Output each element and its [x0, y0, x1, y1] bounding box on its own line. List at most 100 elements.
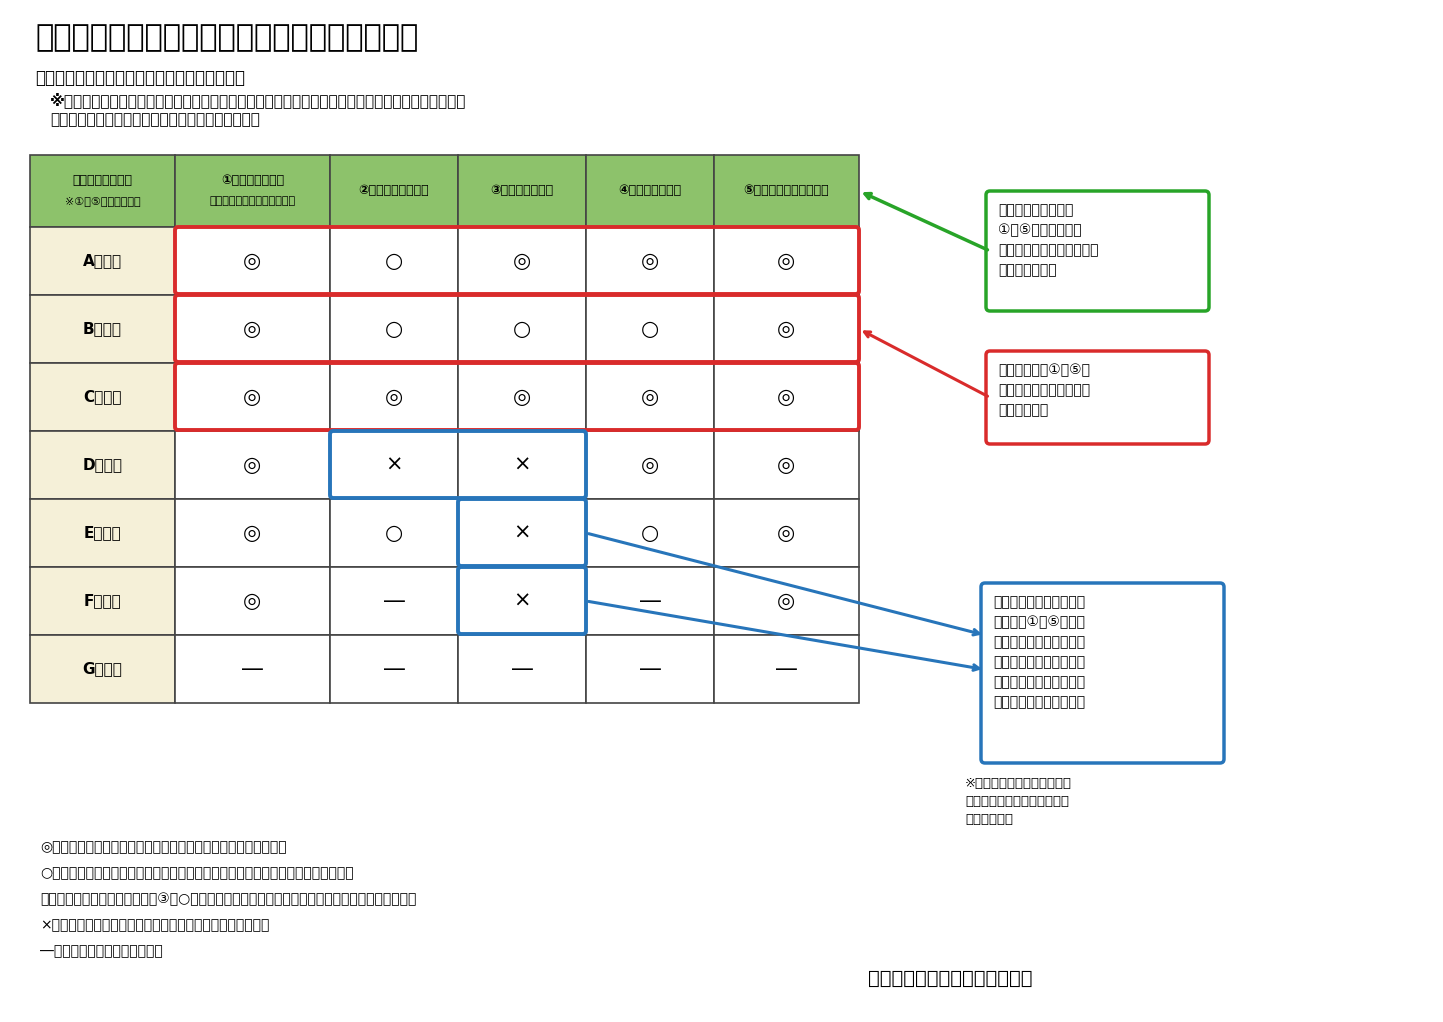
Bar: [714, 155, 859, 227]
Bar: [30, 295, 175, 363]
Bar: [457, 431, 586, 499]
Bar: [586, 499, 714, 567]
Text: A診療所: A診療所: [82, 253, 123, 269]
Text: ―：当該機能を担う意向がない: ―：当該機能を担う意向がない: [40, 944, 163, 958]
Text: ◎: ◎: [641, 387, 659, 407]
Text: （幅広いプライマリケア等）: （幅広いプライマリケア等）: [209, 196, 296, 206]
Bar: [30, 227, 175, 295]
Bar: [330, 295, 457, 363]
Bar: [30, 363, 175, 431]
Text: ―: ―: [242, 659, 263, 679]
Bar: [714, 227, 859, 295]
Bar: [30, 431, 175, 499]
Text: ①外来医療の提供: ①外来医療の提供: [221, 175, 284, 187]
Text: （連携する医療機関も報告。③の○は他院と連携して病床を確保している場合が考えられる。）: （連携する医療機関も報告。③の○は他院と連携して病床を確保している場合が考えられ…: [40, 892, 417, 905]
Bar: [586, 567, 714, 635]
Text: 出典：厚生労働省資料から抜粋: 出典：厚生労働省資料から抜粋: [867, 969, 1032, 987]
Text: ◎: ◎: [512, 387, 531, 407]
Text: （診療所に加え、医療機関が病院の場合も検討）。: （診療所に加え、医療機関が病院の場合も検討）。: [51, 112, 260, 128]
Bar: [175, 295, 330, 363]
Text: ※報告を求める具体的な機能については、今後、有識者や専門家等の参画を得て、さらに詳細を検討: ※報告を求める具体的な機能については、今後、有識者や専門家等の参画を得て、さらに…: [51, 92, 466, 108]
Text: ◎: ◎: [778, 251, 795, 271]
Text: ―: ―: [639, 659, 661, 679]
Text: ②休日・夜間の対応: ②休日・夜間の対応: [359, 185, 430, 197]
Text: ―: ―: [639, 591, 661, 611]
Bar: [330, 567, 457, 635]
Text: 都道府県は、①～⑤の
機能をあわせて担う医療
機関を確認。: 都道府県は、①～⑤の 機能をあわせて担う医療 機関を確認。: [999, 363, 1089, 417]
Text: E診療所: E診療所: [84, 525, 121, 541]
Bar: [457, 499, 586, 567]
Bar: [457, 295, 586, 363]
Bar: [330, 499, 457, 567]
Text: ＜慢性疾患を有する高齢者の場合のイメージ＞: ＜慢性疾患を有する高齢者の場合のイメージ＞: [35, 69, 245, 87]
Text: ―: ―: [512, 659, 532, 679]
Text: ◎: ◎: [641, 455, 659, 475]
Bar: [586, 363, 714, 431]
Text: ◎: ◎: [778, 319, 795, 339]
Text: ―: ―: [384, 659, 404, 679]
Bar: [175, 499, 330, 567]
Text: ④在宅医療の提供: ④在宅医療の提供: [619, 185, 681, 197]
Text: ○: ○: [512, 319, 531, 339]
Text: ×: ×: [514, 455, 531, 475]
Text: ×: ×: [385, 455, 403, 475]
Text: ⑤介護サービス等と連携: ⑤介護サービス等と連携: [743, 185, 830, 197]
Bar: [330, 635, 457, 703]
Text: ◎: ◎: [778, 523, 795, 543]
Text: ○: ○: [641, 319, 659, 339]
Text: B診療所: B診療所: [84, 322, 123, 336]
Text: G診療所: G診療所: [82, 661, 123, 677]
Text: ◎：自院のかかりつけ患者に対し、当該機能を単独で提供できる: ◎：自院のかかりつけ患者に対し、当該機能を単独で提供できる: [40, 840, 287, 854]
Text: D診療所: D診療所: [82, 458, 123, 472]
Text: ◎: ◎: [244, 387, 261, 407]
Text: ◎: ◎: [244, 455, 261, 475]
Text: ※①～⑤は機能の例示: ※①～⑤は機能の例示: [65, 196, 140, 206]
Bar: [714, 499, 859, 567]
Text: ◎: ◎: [244, 319, 261, 339]
Text: かかりつけ医機能: かかりつけ医機能: [72, 175, 133, 187]
Bar: [714, 567, 859, 635]
Bar: [175, 635, 330, 703]
Text: ×：当該機能を担う意向はあるが、現時点では提供できない: ×：当該機能を担う意向はあるが、現時点では提供できない: [40, 918, 270, 932]
Bar: [330, 155, 457, 227]
FancyBboxPatch shape: [981, 583, 1224, 763]
Bar: [457, 363, 586, 431]
Bar: [175, 227, 330, 295]
Bar: [330, 431, 457, 499]
Bar: [30, 499, 175, 567]
Bar: [330, 363, 457, 431]
Text: ○: ○: [385, 319, 403, 339]
Text: 地域の医療機関は、
①～⑤の機能の有無
や、これらをあわせて担う
意向等を報告。: 地域の医療機関は、 ①～⑤の機能の有無 や、これらをあわせて担う 意向等を報告。: [999, 203, 1098, 277]
Bar: [457, 155, 586, 227]
Text: ◎: ◎: [244, 251, 261, 271]
Bar: [586, 155, 714, 227]
Bar: [714, 431, 859, 499]
Bar: [457, 567, 586, 635]
Bar: [586, 295, 714, 363]
Text: ○: ○: [385, 523, 403, 543]
Text: ―: ―: [384, 591, 404, 611]
Text: ◎: ◎: [778, 591, 795, 611]
FancyBboxPatch shape: [986, 191, 1209, 311]
Bar: [457, 227, 586, 295]
Bar: [714, 295, 859, 363]
Text: ◎: ◎: [778, 455, 795, 475]
Text: ×: ×: [514, 591, 531, 611]
Bar: [30, 155, 175, 227]
Bar: [586, 431, 714, 499]
Bar: [586, 635, 714, 703]
Bar: [175, 567, 330, 635]
Text: ○：自院のかかりつけ患者に対し、当該機能を他の医療機関と連携して提供できる: ○：自院のかかりつけ患者に対し、当該機能を他の医療機関と連携して提供できる: [40, 866, 354, 880]
Bar: [714, 363, 859, 431]
Text: ③入退院時の支援: ③入退院時の支援: [491, 185, 554, 197]
Text: C診療所: C診療所: [84, 389, 121, 405]
Text: ×: ×: [514, 523, 531, 543]
Text: ◎: ◎: [778, 387, 795, 407]
Text: ◎: ◎: [244, 523, 261, 543]
Bar: [30, 635, 175, 703]
Bar: [175, 431, 330, 499]
Text: ◎: ◎: [244, 591, 261, 611]
Text: ―: ―: [776, 659, 797, 679]
Text: ◎: ◎: [512, 251, 531, 271]
Bar: [586, 227, 714, 295]
